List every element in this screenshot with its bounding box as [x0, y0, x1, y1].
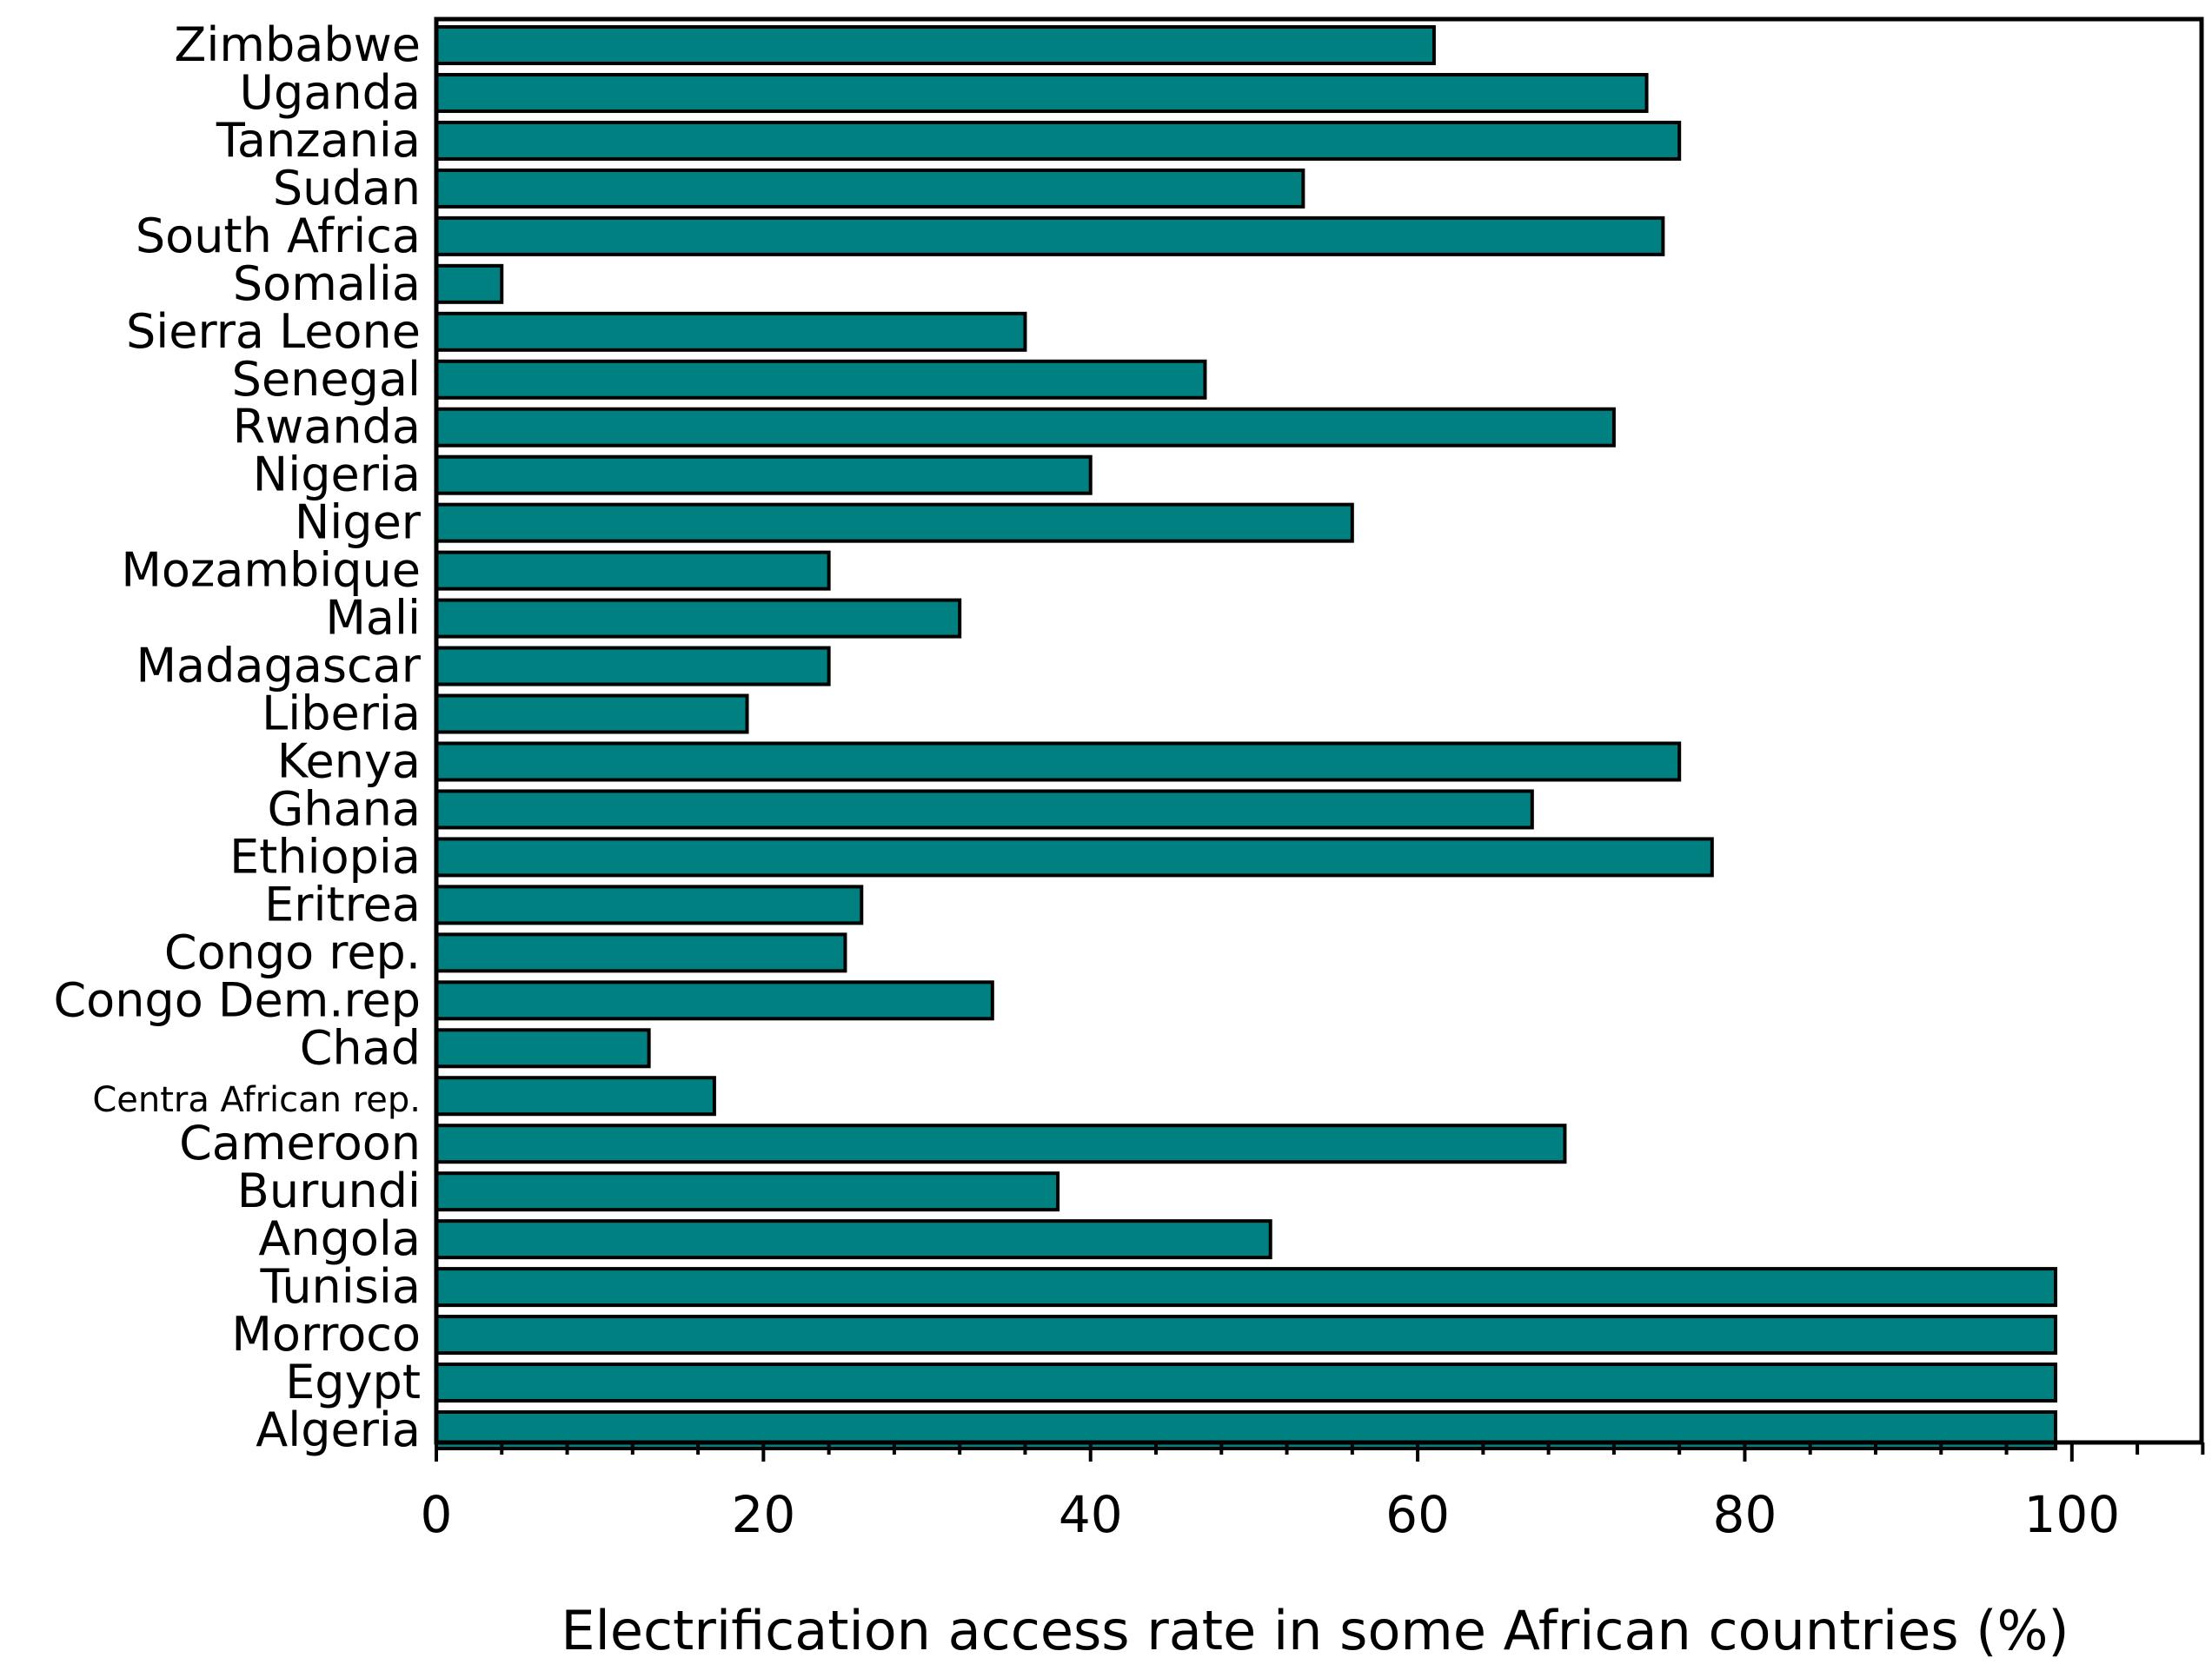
category-label: Madagascar	[136, 639, 421, 693]
x-tick-label: 20	[731, 1485, 795, 1544]
category-label: Nigeria	[253, 448, 421, 502]
bar-ghana	[435, 789, 1534, 830]
bar-eritrea	[435, 885, 864, 925]
category-label: Sudan	[273, 161, 421, 216]
x-axis-ticks: 0 20 40 60 80 100	[421, 1442, 2205, 1544]
bar-madagascar	[435, 646, 831, 686]
bar-morroco	[435, 1315, 2057, 1356]
bar-zimbabwe	[435, 25, 1436, 65]
bar-egypt	[435, 1363, 2057, 1403]
category-label: Tanzania	[216, 113, 421, 168]
bar-centra-african-rep	[435, 1076, 716, 1117]
bar-tanzania	[435, 120, 1682, 161]
category-label: Uganda	[240, 65, 422, 120]
bar-sierra-leone	[435, 311, 1027, 352]
category-label: Liberia	[262, 686, 421, 741]
category-label: Mozambique	[121, 543, 421, 598]
category-label: Eritrea	[264, 877, 421, 932]
bar-nigeria	[435, 454, 1093, 495]
bar-chad	[435, 1028, 651, 1069]
bar-congo-rep	[435, 932, 847, 973]
bar-south-africa	[435, 216, 1665, 256]
category-label: Sierra Leone	[126, 304, 421, 359]
x-tick-label: 80	[1713, 1485, 1777, 1544]
category-label: Niger	[295, 495, 422, 550]
category-label: Egypt	[285, 1355, 421, 1409]
bar-liberia	[435, 693, 749, 734]
category-label: Ghana	[268, 781, 421, 836]
category-label: Morroco	[231, 1307, 421, 1362]
bar-mozambique	[435, 550, 831, 591]
category-label: Zimbabwe	[174, 17, 421, 72]
bar-uganda	[435, 72, 1649, 113]
bar-mali	[435, 598, 962, 639]
category-label: Rwanda	[233, 400, 421, 454]
x-tick-label: 40	[1059, 1485, 1123, 1544]
bar-angola	[435, 1219, 1272, 1260]
bar-burundi	[435, 1171, 1060, 1212]
category-label: Mali	[325, 591, 421, 646]
bar-cameroon	[435, 1124, 1567, 1164]
category-label: South Africa	[136, 209, 421, 263]
category-label: Congo rep.	[164, 925, 421, 979]
bars-group	[435, 25, 2057, 1450]
category-label: Somalia	[233, 256, 421, 311]
category-label: Ethiopia	[229, 829, 421, 884]
category-label: Burundi	[237, 1164, 421, 1218]
category-label: Tunisia	[260, 1259, 421, 1314]
category-label: Angola	[258, 1211, 421, 1266]
x-tick-label: 0	[421, 1485, 453, 1544]
category-label: Algeria	[256, 1402, 421, 1457]
category-label: Congo Dem.rep	[53, 972, 421, 1027]
bar-niger	[435, 502, 1354, 543]
bar-senegal	[435, 359, 1207, 400]
bar-congo-dem-rep	[435, 980, 994, 1021]
category-label: Kenya	[277, 733, 421, 788]
bar-tunisia	[435, 1267, 2057, 1308]
x-tick-label: 100	[2023, 1485, 2120, 1544]
x-tick-label: 60	[1385, 1485, 1450, 1544]
plot-frame	[434, 17, 2204, 1445]
category-label: Chad	[300, 1020, 421, 1075]
bar-kenya	[435, 741, 1682, 782]
category-label: Cameroon	[179, 1116, 421, 1170]
category-label: Centra African rep.	[92, 1080, 421, 1120]
bar-somalia	[435, 263, 504, 304]
bar-rwanda	[435, 407, 1616, 448]
x-axis-title: Electrification access rate in some Afri…	[561, 1599, 2069, 1662]
bar-sudan	[435, 168, 1305, 209]
category-label: Senegal	[232, 352, 421, 407]
bar-ethiopia	[435, 837, 1714, 878]
